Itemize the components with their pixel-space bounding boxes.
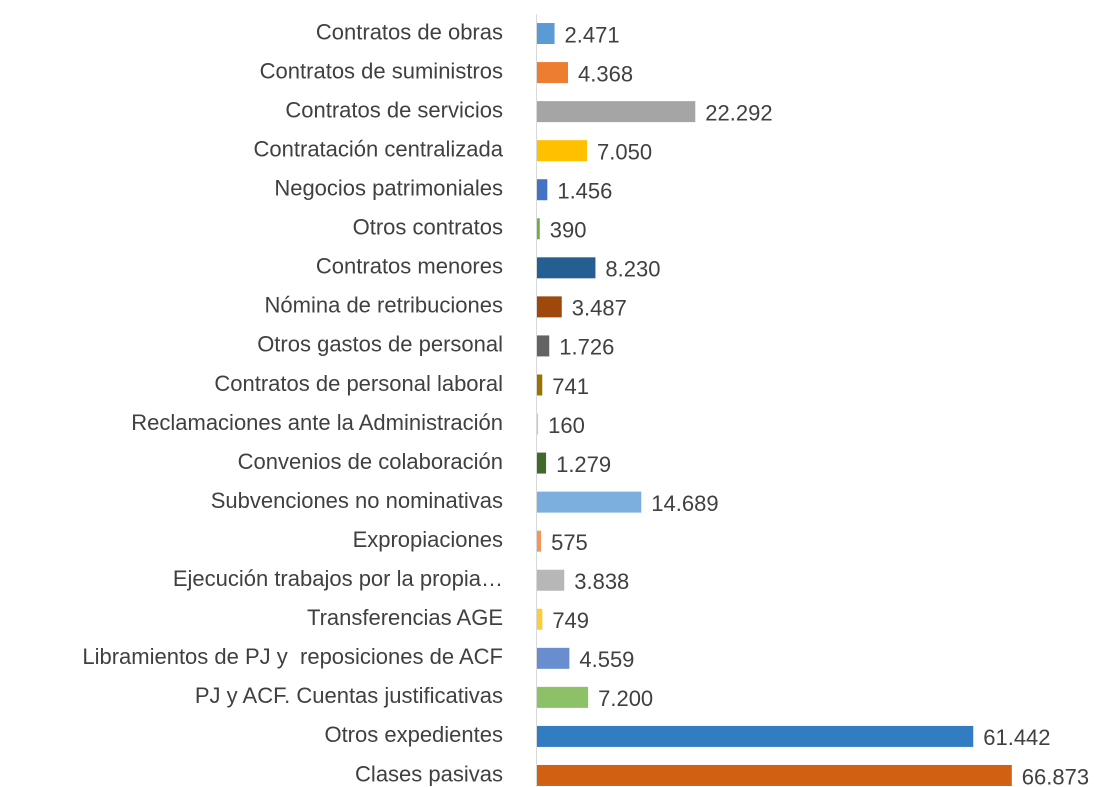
category-label: Otros gastos de personal (257, 332, 503, 357)
category-label: Libramientos de PJ y reposiciones de ACF (82, 644, 503, 669)
value-label: 749 (552, 608, 589, 633)
bar (537, 452, 547, 474)
bar (537, 335, 550, 357)
bar (537, 23, 555, 45)
value-label: 3.487 (572, 296, 627, 321)
bar (537, 647, 570, 669)
category-label: Ejecución trabajos por la propia… (173, 566, 503, 591)
bar (537, 764, 1012, 786)
category-label: Contratos de servicios (285, 97, 503, 122)
value-label: 575 (551, 530, 588, 555)
category-label: Nómina de retribuciones (265, 293, 503, 318)
value-label: 22.292 (705, 100, 772, 125)
bar (537, 101, 696, 123)
value-label: 8.230 (605, 257, 660, 282)
value-label: 160 (548, 413, 585, 438)
value-label: 7.050 (597, 139, 652, 164)
bar (537, 491, 642, 513)
bar (537, 62, 569, 84)
category-label: Contratos de suministros (260, 58, 503, 83)
category-label: Convenios de colaboración (238, 449, 503, 474)
bar (537, 413, 539, 435)
bar (537, 374, 543, 396)
category-label: Reclamaciones ante la Administración (131, 410, 503, 435)
value-label: 1.726 (559, 335, 614, 360)
bar (537, 725, 974, 747)
category-label: Otros expedientes (324, 722, 503, 747)
bar (537, 569, 565, 591)
value-label: 1.456 (557, 179, 612, 204)
value-label: 741 (552, 374, 589, 399)
bar (537, 179, 548, 201)
category-label: Contratación centralizada (254, 136, 504, 161)
value-label: 4.559 (579, 647, 634, 672)
value-label: 2.471 (565, 22, 620, 47)
category-label: PJ y ACF. Cuentas justificativas (195, 683, 503, 708)
bar (537, 530, 542, 552)
category-label: Transferencias AGE (307, 605, 503, 630)
value-label: 3.838 (574, 569, 629, 594)
bar (537, 608, 543, 630)
value-label: 1.279 (556, 452, 611, 477)
value-label: 4.368 (578, 61, 633, 86)
bar (537, 686, 589, 708)
category-label: Otros contratos (353, 215, 503, 240)
value-label: 61.442 (983, 725, 1050, 750)
value-label: 66.873 (1022, 764, 1089, 787)
category-label: Contratos menores (316, 254, 503, 279)
bar (537, 296, 562, 318)
category-label: Contratos de obras (316, 19, 503, 44)
value-label: 14.689 (651, 491, 718, 516)
category-label: Expropiaciones (353, 527, 503, 552)
bar (537, 140, 588, 162)
value-label: 390 (550, 218, 587, 243)
category-label: Contratos de personal laboral (214, 371, 503, 396)
category-label: Subvenciones no nominativas (211, 488, 503, 513)
bar (537, 257, 596, 279)
value-label: 7.200 (598, 686, 653, 711)
category-label: Negocios patrimoniales (274, 176, 503, 201)
bar (537, 218, 540, 240)
category-label: Clases pasivas (355, 761, 503, 786)
